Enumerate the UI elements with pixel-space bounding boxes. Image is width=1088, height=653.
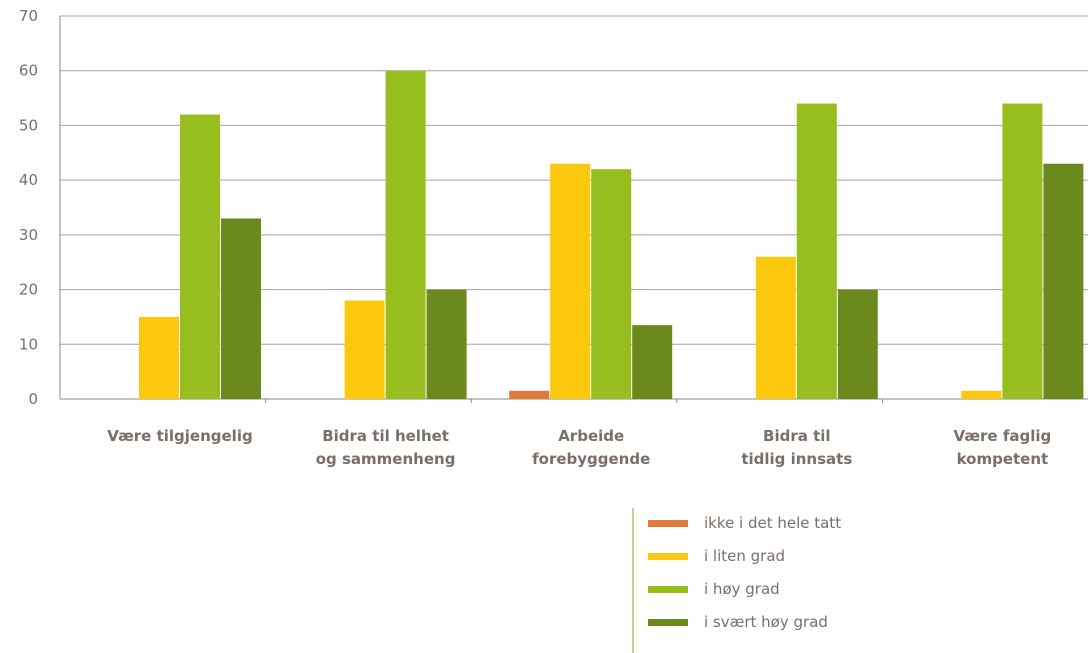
bar: [426, 289, 467, 399]
legend-item-i-liten-grad: i liten grad: [648, 545, 785, 567]
legend-label: i høy grad: [704, 580, 780, 598]
category-label: kompetent: [957, 450, 1049, 468]
bar: [632, 325, 673, 399]
bar: [180, 114, 220, 399]
legend-label: ikke i det hele tatt: [704, 514, 842, 532]
y-tick-label: 60: [19, 62, 38, 80]
bar: [221, 218, 261, 399]
legend-swatch: [648, 585, 688, 593]
y-tick-label: 0: [28, 390, 38, 408]
category-label: tidlig innsats: [741, 450, 852, 468]
bar: [961, 390, 1002, 399]
y-tick-label: 40: [19, 171, 38, 189]
y-tick-label: 30: [19, 226, 38, 244]
category-label: og sammenheng: [316, 450, 456, 468]
bar: [139, 316, 179, 399]
bar: [1043, 163, 1084, 399]
legend-item-ikke-i-det-hele-tatt: ikke i det hele tatt: [648, 512, 841, 534]
category-label: Bidra til: [763, 427, 831, 445]
bar: [550, 163, 591, 399]
bar: [344, 300, 385, 399]
category-label: Bidra til helhet: [322, 427, 449, 445]
legend-label: i svært høy grad: [704, 613, 828, 631]
y-tick-label: 10: [19, 335, 38, 353]
bar: [385, 70, 426, 399]
category-label: Arbeide: [558, 427, 624, 445]
bar: [796, 103, 837, 400]
legend-item-i-hoy-grad: i høy grad: [648, 578, 780, 600]
bar-chart: 0 10 20 30 40 50 60 70 Være tilgjengelig Bidra ti…: [19, 7, 1088, 468]
category-label: Være tilgjengelig: [107, 427, 252, 445]
y-tick-label: 20: [19, 281, 38, 299]
legend-item-i-svaert-hoy-grad: i svært høy grad: [648, 611, 828, 633]
legend-swatch: [648, 519, 688, 527]
bar: [755, 256, 796, 399]
legend-swatch: [648, 552, 688, 560]
legend: ikke i det hele tatt i liten grad i høy …: [632, 508, 934, 653]
category-label: Være faglig: [954, 427, 1052, 445]
bar: [1002, 103, 1043, 400]
bar: [509, 390, 550, 399]
y-tick-label: 70: [19, 7, 38, 25]
legend-label: i liten grad: [704, 547, 786, 565]
bar: [837, 289, 878, 399]
y-tick-label: 50: [19, 116, 38, 134]
category-label: forebyggende: [532, 450, 650, 468]
bar: [591, 169, 632, 399]
legend-swatch: [648, 618, 688, 626]
